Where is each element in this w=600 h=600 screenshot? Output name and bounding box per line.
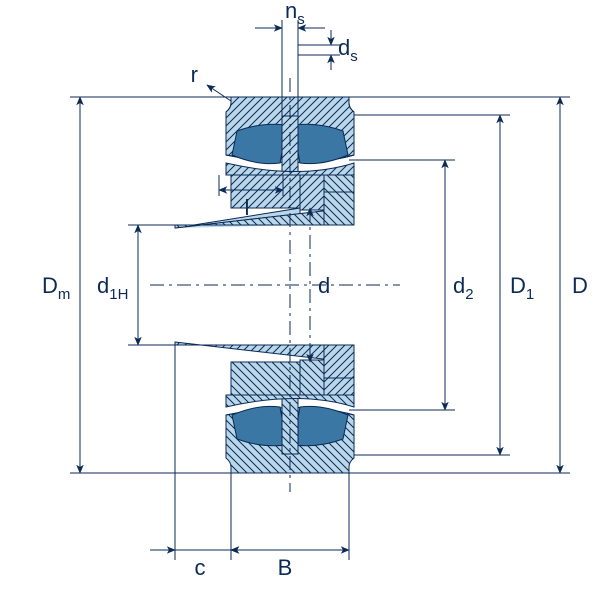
lower-section (175, 342, 354, 473)
label-D1: D1 (510, 273, 534, 303)
dim-D1: D1 (354, 115, 534, 455)
label-d: d (318, 273, 330, 298)
label-l: l (245, 195, 250, 220)
label-c: c (195, 555, 206, 580)
label-Dm: Dm (42, 273, 70, 303)
label-r: r (191, 62, 198, 87)
label-ds: ds (338, 35, 358, 65)
dim-r: r (191, 62, 231, 101)
label-D: D (572, 273, 588, 298)
label-d2: d2 (453, 273, 474, 303)
label-B: B (278, 555, 293, 580)
dim-Dm: Dm (42, 97, 231, 473)
bearing-cross-section-diagram: D D1 d2 Dm d1H d l (0, 0, 600, 600)
dim-ds: ds (298, 30, 358, 70)
dim-D: D (349, 97, 588, 473)
label-ns: ns (285, 0, 305, 28)
label-d1H: d1H (97, 273, 128, 303)
upper-section (175, 97, 354, 228)
